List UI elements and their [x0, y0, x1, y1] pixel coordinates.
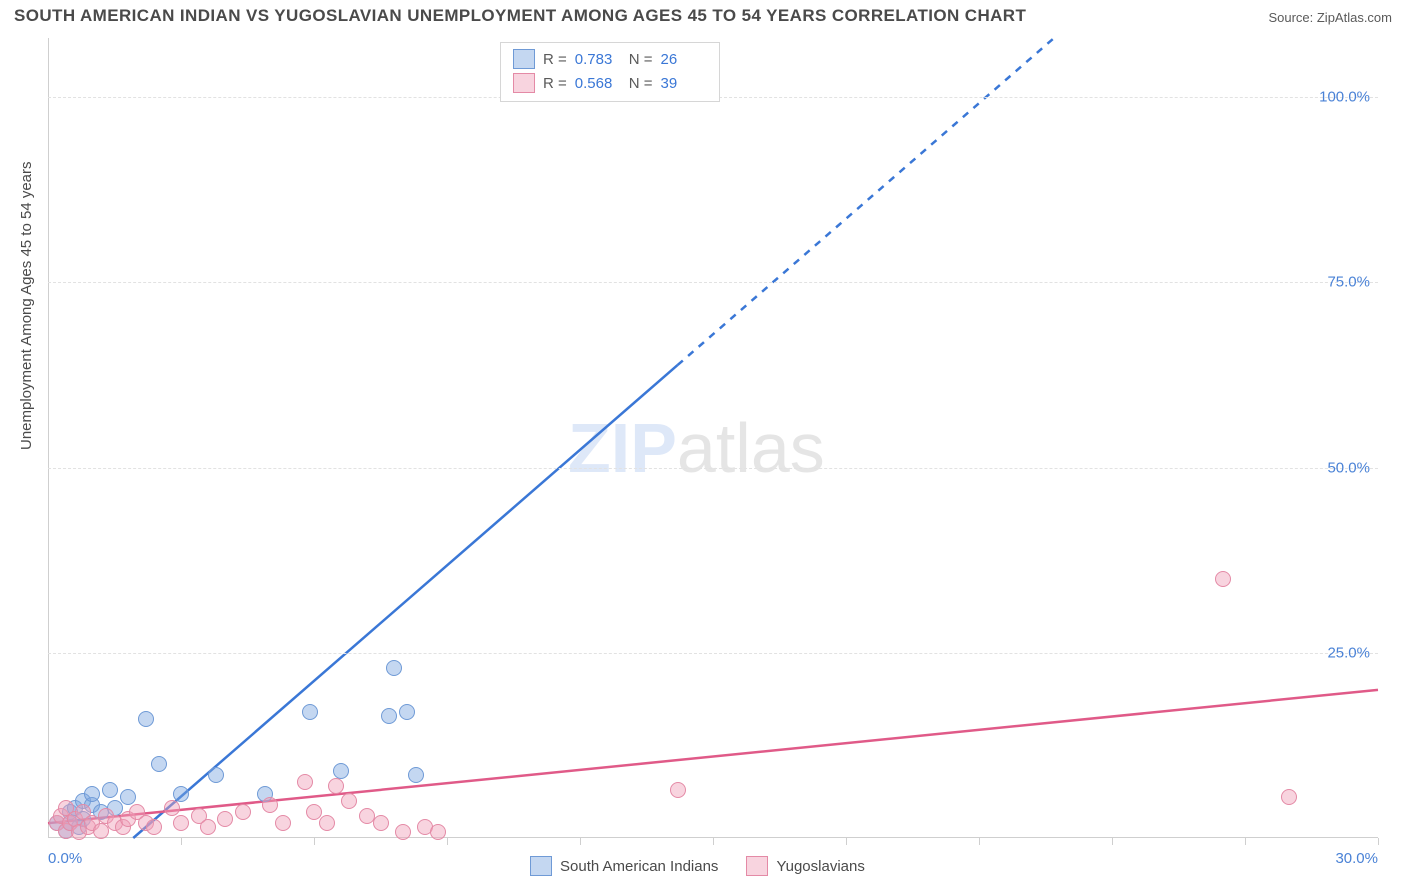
data-point-yug: [262, 797, 278, 813]
data-point-yug: [164, 800, 180, 816]
data-point-yug: [173, 815, 189, 831]
x-tick: [979, 838, 980, 845]
data-point-sai: [84, 786, 100, 802]
regression-line: [678, 38, 1054, 365]
gridline-h: [48, 653, 1378, 654]
data-point-sai: [408, 767, 424, 783]
x-tick: [181, 838, 182, 845]
data-point-yug: [306, 804, 322, 820]
data-point-yug: [146, 819, 162, 835]
n-label: N =: [629, 75, 653, 92]
data-point-yug: [235, 804, 251, 820]
data-point-yug: [341, 793, 357, 809]
y-axis-label: Unemployment Among Ages 45 to 54 years: [18, 161, 35, 450]
data-point-yug: [328, 778, 344, 794]
y-tick-label: 75.0%: [1327, 274, 1370, 291]
gridline-h: [48, 282, 1378, 283]
legend: South American Indians Yugoslavians: [530, 856, 865, 876]
legend-label-sai: South American Indians: [560, 858, 718, 875]
legend-swatch-yug: [746, 856, 768, 876]
data-point-sai: [120, 789, 136, 805]
data-point-sai: [138, 711, 154, 727]
legend-label-yug: Yugoslavians: [776, 858, 864, 875]
data-point-yug: [373, 815, 389, 831]
source-name: ZipAtlas.com: [1317, 10, 1392, 25]
data-point-yug: [1215, 571, 1231, 587]
x-tick: [447, 838, 448, 845]
data-point-sai: [173, 786, 189, 802]
data-point-sai: [386, 660, 402, 676]
x-tick: [713, 838, 714, 845]
correlation-stats-box: R = 0.783 N = 26 R = 0.568 N = 39: [500, 42, 720, 102]
x-tick: [1112, 838, 1113, 845]
data-point-yug: [430, 824, 446, 840]
y-tick-label: 100.0%: [1319, 89, 1370, 106]
data-point-yug: [395, 824, 411, 840]
data-point-sai: [381, 708, 397, 724]
r-label: R =: [543, 75, 567, 92]
x-tick: [1245, 838, 1246, 845]
swatch-sai: [513, 49, 535, 69]
data-point-sai: [333, 763, 349, 779]
data-point-yug: [1281, 789, 1297, 805]
correlation-row-yug: R = 0.568 N = 39: [513, 71, 707, 95]
source-attribution: Source: ZipAtlas.com: [1268, 10, 1392, 25]
data-point-sai: [208, 767, 224, 783]
x-tick: [1378, 838, 1379, 845]
data-point-sai: [399, 704, 415, 720]
r-value-yug: 0.568: [575, 75, 621, 92]
data-point-sai: [302, 704, 318, 720]
x-axis-max-label: 30.0%: [1335, 850, 1378, 867]
regression-lines-layer: [48, 38, 1378, 838]
chart-plot-area: ZIPatlas 25.0%50.0%75.0%100.0%: [48, 38, 1378, 838]
x-tick: [846, 838, 847, 845]
x-tick: [314, 838, 315, 845]
legend-item-yug: Yugoslavians: [746, 856, 864, 876]
data-point-yug: [217, 811, 233, 827]
x-axis-min-label: 0.0%: [48, 850, 82, 867]
chart-title: SOUTH AMERICAN INDIAN VS YUGOSLAVIAN UNE…: [14, 6, 1026, 26]
n-value-yug: 39: [661, 75, 707, 92]
data-point-yug: [670, 782, 686, 798]
data-point-sai: [151, 756, 167, 772]
source-prefix: Source:: [1268, 10, 1316, 25]
legend-item-sai: South American Indians: [530, 856, 718, 876]
r-label: R =: [543, 51, 567, 68]
data-point-yug: [319, 815, 335, 831]
data-point-yug: [275, 815, 291, 831]
x-tick: [580, 838, 581, 845]
data-point-sai: [102, 782, 118, 798]
data-point-yug: [200, 819, 216, 835]
legend-swatch-sai: [530, 856, 552, 876]
n-value-sai: 26: [661, 51, 707, 68]
n-label: N =: [629, 51, 653, 68]
gridline-h: [48, 468, 1378, 469]
swatch-yug: [513, 73, 535, 93]
regression-line: [48, 690, 1378, 823]
y-tick-label: 50.0%: [1327, 459, 1370, 476]
y-tick-label: 25.0%: [1327, 644, 1370, 661]
r-value-sai: 0.783: [575, 51, 621, 68]
correlation-row-sai: R = 0.783 N = 26: [513, 47, 707, 71]
data-point-yug: [297, 774, 313, 790]
